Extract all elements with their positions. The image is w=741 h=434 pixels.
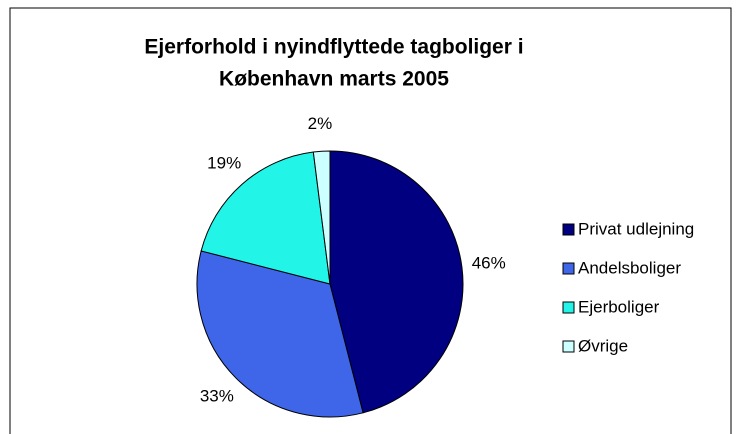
legend-swatch: [562, 223, 575, 236]
legend-swatch: [562, 340, 575, 353]
data-label: 2%: [308, 114, 333, 133]
legend-label: Ejerboliger: [578, 297, 660, 316]
data-label: 46%: [472, 253, 506, 272]
legend-swatch: [562, 301, 575, 314]
data-label: 33%: [200, 387, 234, 406]
pie-slice: [196, 250, 364, 418]
chart-title: København marts 2005: [219, 68, 449, 91]
legend-label: Øvrige: [578, 336, 628, 355]
pie-slice: [329, 150, 464, 414]
chart-title: Ejerforhold i nyindflyttede tagboliger i: [144, 36, 523, 59]
legend-label: Andelsboliger: [578, 258, 681, 277]
pie-slice: [312, 150, 331, 285]
data-label: 19%: [207, 153, 241, 172]
chart-frame: [9, 7, 732, 434]
legend-swatch: [562, 262, 575, 275]
pie-slice: [200, 151, 331, 285]
legend-label: Privat udlejning: [578, 219, 694, 238]
